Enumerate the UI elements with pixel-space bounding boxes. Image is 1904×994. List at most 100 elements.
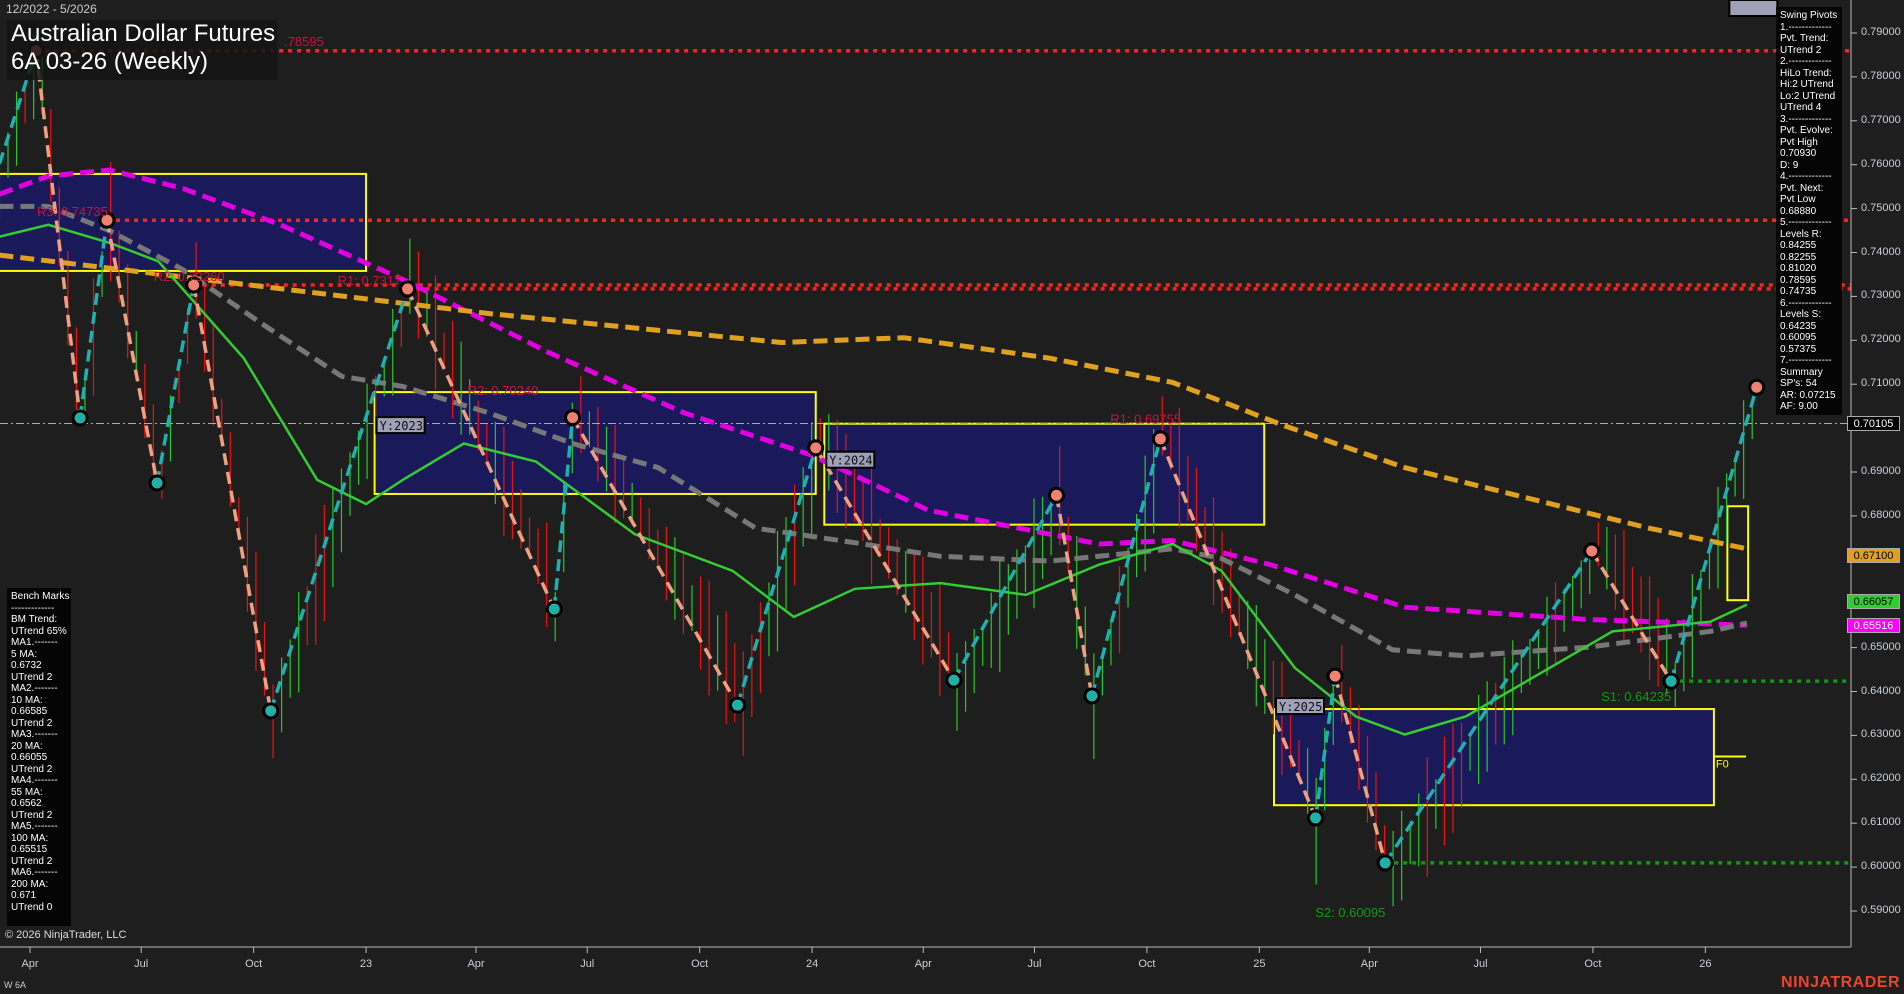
price-tick-label: 0.78000 — [1861, 69, 1901, 82]
time-tick-label: Apr — [914, 958, 932, 970]
swing-leg — [34, 50, 82, 419]
swing-low-marker — [71, 409, 89, 427]
swing-leg — [1090, 438, 1163, 697]
time-tick-label: Oct — [691, 958, 709, 970]
price-tag: 0.65516 — [1847, 617, 1900, 633]
plot-area: F0 .78595 R3: 0.74735 R2: 0.73260 R1: 0.7317… — [0, 0, 1851, 920]
price-tag: 0.67100 — [1847, 548, 1900, 564]
bench-marks-line: 0.6732 — [11, 660, 42, 671]
price-tick-label: 0.60000 — [1861, 860, 1901, 873]
swing-pivots-line: SP's: 54 — [1780, 378, 1817, 389]
year-label-box — [825, 450, 876, 469]
time-tick-label: Oct — [245, 958, 263, 970]
swing-leg — [406, 288, 556, 610]
date-range: 12/2022 - 5/2026 — [6, 2, 97, 16]
swing-pivots-line: 0.81020 — [1780, 263, 1817, 274]
swing-low-marker — [945, 671, 963, 689]
swing-leg — [269, 288, 410, 712]
swing-low-marker — [1662, 672, 1680, 690]
time-tick-label: Jul — [1027, 958, 1042, 970]
price-tick-label: 0.72000 — [1861, 333, 1901, 346]
year-label: Y:2024 — [829, 454, 872, 468]
price-tick-label: 0.61000 — [1861, 816, 1901, 829]
swing-pivots-line: Pvt. Next: — [1780, 182, 1824, 194]
moving-average-ma_orange — [0, 252, 1748, 552]
price-tick-label: 0.59000 — [1861, 904, 1901, 916]
swing-high-marker — [1151, 430, 1169, 448]
swing-low-marker — [545, 600, 563, 618]
time-tick-label: 25 — [1253, 958, 1266, 970]
swing-pivots-line: Pvt High — [1780, 136, 1818, 148]
level-label: S1: 0.64235 — [1601, 689, 1671, 704]
time-tick-label: Oct — [1584, 958, 1602, 970]
level-label: .78595 — [284, 34, 324, 49]
bench-marks-line: UTrend 65% — [11, 625, 67, 637]
swing-leg — [105, 219, 159, 484]
swing-pivots-line: Summary — [1780, 366, 1823, 378]
swing-high-marker — [399, 280, 417, 298]
moving-average-ma_magenta — [0, 167, 1747, 628]
price-tick-label: 0.76000 — [1861, 157, 1901, 170]
bench-marks-line: UTrend 2 — [11, 763, 53, 775]
level-label: R3: 0.74735 — [37, 204, 108, 219]
swing-high-marker — [1326, 667, 1344, 685]
year-label-box — [375, 416, 426, 435]
ninjatrader-logo: NINJATRADER — [1781, 974, 1900, 991]
moving-average-ma_green — [0, 223, 1748, 736]
price-tag: 0.66057 — [1847, 594, 1900, 610]
swing-pivots-line: Pvt. Evolve: — [1780, 125, 1833, 136]
level-label: R1: 0.7317 — [338, 273, 402, 288]
time-tick-label: Jul — [580, 958, 595, 970]
time-tick-label: Jul — [1473, 958, 1488, 970]
bench-marks-line: UTrend 2 — [11, 671, 53, 683]
swing-high-marker — [1583, 542, 1601, 560]
bench-marks-line: ------------- — [11, 602, 55, 614]
contract-period: 6A 03-26 (Weekly) — [11, 48, 208, 75]
swing-pivots-line: Levels S: — [1780, 309, 1822, 320]
swing-leg — [1313, 675, 1337, 819]
swing-pivots-line: Swing Pivots — [1780, 10, 1838, 21]
swing-pivots-line: 6.------------- — [1780, 297, 1832, 309]
moving-average-ma_gray — [0, 203, 1748, 659]
swing-pivots-line: 4.------------- — [1780, 171, 1832, 182]
swing-leg — [1383, 550, 1594, 864]
swing-pivots-line: 5.------------- — [1780, 217, 1832, 228]
price-tick-label: 0.63000 — [1861, 728, 1901, 741]
swing-pivots-line: Lo:2 UTrend — [1780, 90, 1836, 102]
bench-marks-line: MA1.------- — [11, 637, 58, 648]
price-tick-label: 0.77000 — [1861, 113, 1901, 126]
bench-marks-line: 20 MA: — [11, 740, 43, 752]
price-tick-label: 0.69000 — [1861, 465, 1901, 477]
swing-pivots-line: 0.70930 — [1780, 148, 1817, 159]
price-tag: 0.70105 — [1847, 416, 1900, 432]
swing-low-marker — [1307, 809, 1325, 827]
bench-marks-line: MA2.------- — [11, 683, 58, 694]
time-tick-label: Apr — [467, 958, 485, 970]
year-label: Y:2026 — [1732, 0, 1775, 3]
price-tick-label: 0.65000 — [1861, 640, 1901, 653]
bench-marks-line: MA4.------- — [11, 775, 58, 786]
swing-leg — [952, 494, 1059, 681]
swing-pivots-line: 0.68880 — [1780, 205, 1817, 217]
bench-marks-line: 10 MA: — [11, 694, 43, 706]
year-range-box — [823, 422, 1266, 526]
price-tick-label: 0.64000 — [1861, 684, 1901, 697]
year-range-box — [1272, 708, 1715, 807]
bench-marks-line: 0.671 — [11, 890, 37, 901]
time-tick-label: Apr — [1360, 958, 1378, 970]
swing-pivots-line: 0.60095 — [1780, 332, 1817, 343]
year-range-box — [1726, 505, 1750, 602]
swing-pivots-line: Pvt. Trend: — [1780, 33, 1829, 44]
bench-marks-line: Bench Marks — [11, 591, 70, 602]
bench-marks-line: 55 MA: — [11, 786, 43, 798]
swing-pivots-line: 0.64235 — [1780, 320, 1817, 332]
price-tick-label: 0.79000 — [1861, 26, 1901, 38]
level-label: R2: 0.73260 — [154, 269, 225, 284]
price-tick-label: 0.73000 — [1861, 289, 1901, 302]
swing-pivots-line: UTrend 2 — [1780, 44, 1822, 56]
copyright: © 2026 NinjaTrader, LLC — [5, 929, 127, 941]
year-range-box — [373, 391, 817, 495]
swing-pivots-line: Hi:2 UTrend — [1780, 79, 1834, 90]
bench-marks-line: UTrend 2 — [11, 855, 53, 867]
